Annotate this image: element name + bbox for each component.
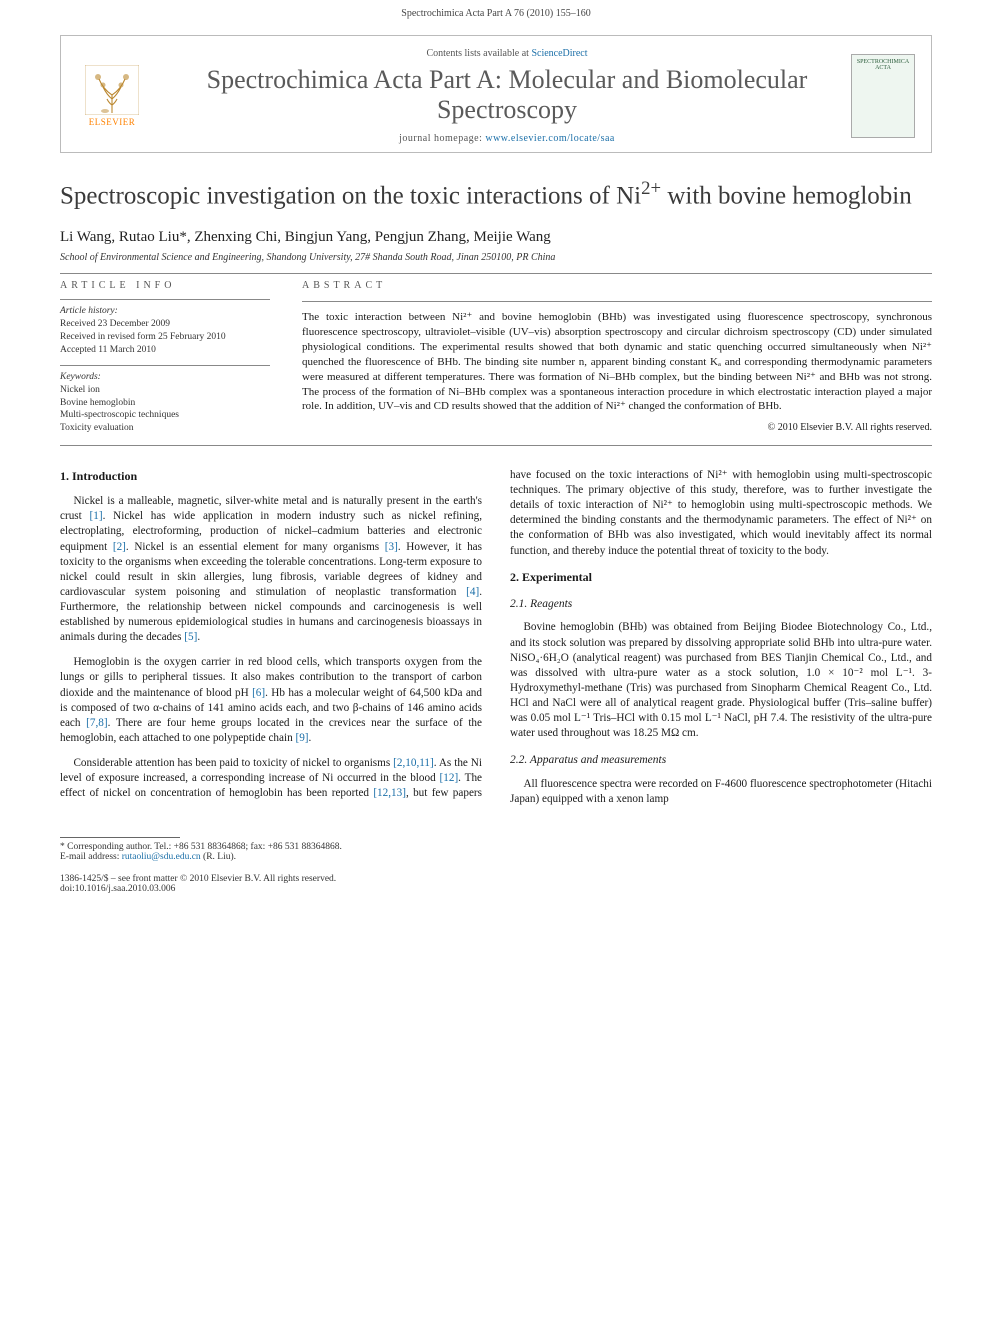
affiliation: School of Environmental Science and Engi… <box>60 252 932 263</box>
body-paragraph: All fluorescence spectra were recorded o… <box>510 777 932 807</box>
homepage-prefix: journal homepage: <box>399 133 485 144</box>
author-list: Li Wang, Rutao Liu*, Zhenxing Chi, Bingj… <box>60 229 932 246</box>
history-label: Article history: <box>60 306 270 316</box>
title-superscript: 2+ <box>641 178 661 199</box>
elsevier-tree-icon <box>85 65 139 115</box>
abstract-heading: ABSTRACT <box>302 280 932 291</box>
section-heading-introduction: 1. Introduction <box>60 468 482 484</box>
footnote-rule <box>60 837 180 838</box>
keyword: Multi-spectroscopic techniques <box>60 409 270 422</box>
abstract-copyright: © 2010 Elsevier B.V. All rights reserved… <box>302 422 932 433</box>
title-pre: Spectroscopic investigation on the toxic… <box>60 182 641 209</box>
email-tail: (R. Liu). <box>201 852 236 862</box>
keyword: Toxicity evaluation <box>60 422 270 435</box>
masthead-center: Contents lists available at ScienceDirec… <box>163 48 851 144</box>
body-paragraph: Hemoglobin is the oxygen carrier in red … <box>60 655 482 746</box>
contents-available-line: Contents lists available at ScienceDirec… <box>163 48 851 59</box>
journal-homepage-line: journal homepage: www.elsevier.com/locat… <box>163 133 851 144</box>
revised-date: Received in revised form 25 February 201… <box>60 331 270 344</box>
sciencedirect-link[interactable]: ScienceDirect <box>531 48 587 59</box>
email-link[interactable]: rutaoliu@sdu.edu.cn <box>122 852 201 862</box>
journal-homepage-link[interactable]: www.elsevier.com/locate/saa <box>485 133 614 144</box>
body-paragraph: Bovine hemoglobin (BHb) was obtained fro… <box>510 620 932 741</box>
rule-divider <box>60 273 932 274</box>
received-date: Received 23 December 2009 <box>60 318 270 331</box>
title-post: with bovine hemoglobin <box>661 182 912 209</box>
article-title: Spectroscopic investigation on the toxic… <box>60 177 932 212</box>
publisher-name: ELSEVIER <box>85 117 139 127</box>
keyword: Bovine hemoglobin <box>60 397 270 410</box>
keywords-block: Keywords: Nickel ion Bovine hemoglobin M… <box>60 365 270 435</box>
issn-copyright-line: 1386-1425/$ – see front matter © 2010 El… <box>60 874 932 884</box>
corr-author-line: * Corresponding author. Tel.: +86 531 88… <box>60 842 932 852</box>
rule-divider <box>60 445 932 446</box>
keywords-label: Keywords: <box>60 372 270 382</box>
email-label: E-mail address: <box>60 852 122 862</box>
accepted-date: Accepted 11 March 2010 <box>60 344 270 357</box>
body-paragraph: Nickel is a malleable, magnetic, silver-… <box>60 494 482 645</box>
article-history-block: Article history: Received 23 December 20… <box>60 299 270 356</box>
publisher-logo: ELSEVIER <box>77 61 147 131</box>
subsection-heading-reagents: 2.1. Reagents <box>510 597 932 613</box>
article-info-heading: ARTICLE INFO <box>60 280 270 291</box>
subsection-heading-apparatus: 2.2. Apparatus and measurements <box>510 753 932 769</box>
contents-prefix: Contents lists available at <box>426 48 531 59</box>
keyword: Nickel ion <box>60 384 270 397</box>
page-footer: * Corresponding author. Tel.: +86 531 88… <box>60 831 932 894</box>
email-line: E-mail address: rutaoliu@sdu.edu.cn (R. … <box>60 852 932 862</box>
journal-cover-thumbnail: SPECTROCHIMICA ACTA <box>851 54 915 138</box>
article-content: Spectroscopic investigation on the toxic… <box>0 177 992 894</box>
doi-line: doi:10.1016/j.saa.2010.03.006 <box>60 884 932 894</box>
corresponding-author-footnote: * Corresponding author. Tel.: +86 531 88… <box>60 842 932 862</box>
abstract-block: ABSTRACT The toxic interaction between N… <box>302 280 932 435</box>
article-info-block: ARTICLE INFO Article history: Received 2… <box>60 280 270 435</box>
body-two-column: 1. Introduction Nickel is a malleable, m… <box>60 468 932 809</box>
info-abstract-row: ARTICLE INFO Article history: Received 2… <box>60 280 932 435</box>
journal-name: Spectrochimica Acta Part A: Molecular an… <box>163 65 851 125</box>
journal-masthead: ELSEVIER Contents lists available at Sci… <box>60 35 932 153</box>
section-heading-experimental: 2. Experimental <box>510 569 932 585</box>
abstract-text: The toxic interaction between Ni²⁺ and b… <box>302 301 932 414</box>
running-header: Spectrochimica Acta Part A 76 (2010) 155… <box>0 0 992 27</box>
